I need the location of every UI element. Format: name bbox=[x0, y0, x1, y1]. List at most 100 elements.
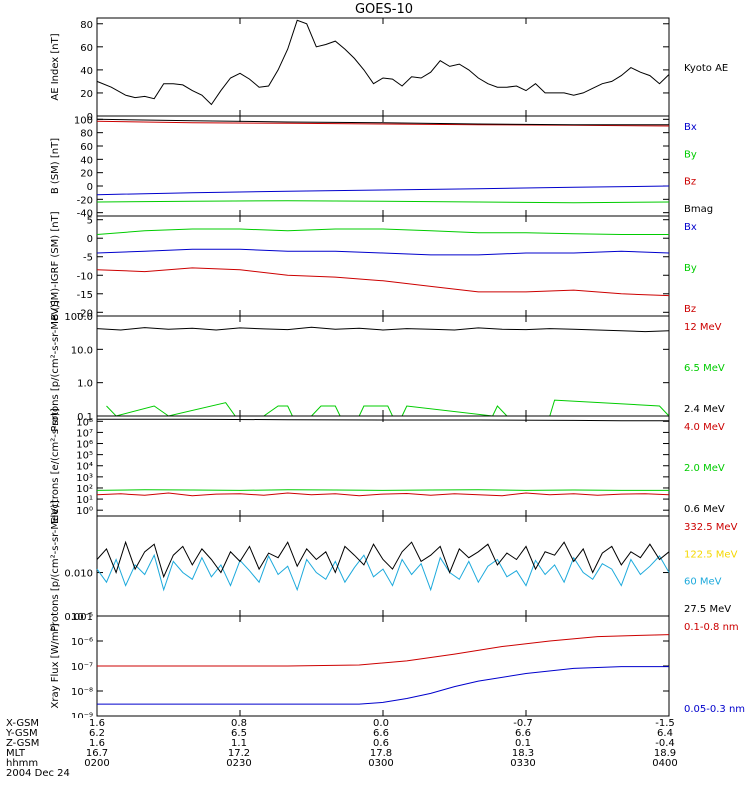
footer-label: X-GSM bbox=[6, 718, 40, 729]
y-tick-label: 10⁻⁸ bbox=[71, 687, 93, 698]
footer-row-z-gsm: Z-GSM 1.6 1.1 0.6 0.1 -0.4 bbox=[6, 738, 746, 750]
y-tick-label: 0.001 bbox=[64, 612, 93, 623]
footer-value: 6.5 bbox=[231, 728, 247, 739]
y-tick-label: 0 bbox=[87, 234, 93, 245]
y-tick-label: 80 bbox=[80, 129, 93, 140]
footer-value: 6.6 bbox=[515, 728, 531, 739]
ephemeris-footer: X-GSM 1.6 0.8 0.0 -0.7 -1.5 Y-GSM 6.2 6.… bbox=[6, 718, 746, 798]
footer-label: MLT bbox=[6, 748, 25, 759]
series-line-bz bbox=[96, 267, 670, 297]
footer-label: hhmm bbox=[6, 758, 39, 769]
series-line-2-4-mev bbox=[96, 326, 670, 333]
y-tick-label: 10⁷ bbox=[76, 428, 93, 439]
footer-value: 6.4 bbox=[657, 728, 673, 739]
series-line-by bbox=[96, 228, 669, 235]
footer-row-mlt: MLT 16.7 17.2 17.8 18.3 18.9 bbox=[6, 748, 746, 760]
legend-label: 4.0 MeV bbox=[684, 422, 725, 433]
y-axis-label: Electrons [e/(cm²-s-sr)] bbox=[50, 408, 61, 524]
footer-value: 1.1 bbox=[231, 738, 247, 749]
footer-value: 6.6 bbox=[373, 728, 389, 739]
legend-label: Bx bbox=[684, 122, 697, 133]
y-tick-label: 10⁻⁷ bbox=[71, 662, 93, 673]
series-line-0-05-0-3-nm bbox=[97, 666, 669, 705]
goes10-stacked-chart: GOES-10 0 20 40 60 80 AE Index [nT] Kyoto AE -4… bbox=[50, 2, 745, 718]
footer-value: 17.8 bbox=[369, 748, 393, 759]
panel-frame bbox=[96, 515, 670, 617]
y-tick-label: 40 bbox=[80, 66, 93, 77]
y-axis-label: Protons [p/(cm²-s-sr-MeV)] bbox=[50, 300, 61, 432]
footer-date: 2004 Dec 24 bbox=[6, 768, 70, 779]
y-tick-label: 0 bbox=[87, 112, 93, 123]
legend-label: 0.1-0.8 nm bbox=[684, 622, 739, 633]
legend-label: By bbox=[684, 263, 697, 274]
footer-row-x-gsm: X-GSM 1.6 0.8 0.0 -0.7 -1.5 bbox=[6, 718, 746, 730]
series-line-bz bbox=[96, 120, 670, 127]
y-tick-label: 10⁸ bbox=[76, 417, 93, 428]
series-line-60-mev bbox=[96, 553, 670, 592]
footer-value: 1.6 bbox=[89, 718, 105, 729]
series-line-bx bbox=[96, 185, 670, 196]
legend-label: 332.5 MeV bbox=[684, 522, 738, 533]
y-tick-label: 0.010 bbox=[64, 569, 93, 580]
footer-value: 18.9 bbox=[653, 748, 677, 759]
footer-value: 0.6 bbox=[373, 738, 389, 749]
y-axis-label: B (SM) [nT] bbox=[50, 138, 61, 194]
series-line-bx bbox=[96, 248, 670, 256]
footer-value: 0200 bbox=[84, 758, 110, 769]
legend-label: By bbox=[684, 149, 697, 160]
y-axis-label: AE Index [nT] bbox=[50, 33, 61, 100]
series-line-27-5-mev bbox=[96, 540, 670, 579]
y-tick-label: -40 bbox=[77, 209, 93, 220]
legend-label: 6.5 MeV bbox=[684, 363, 725, 374]
series-line-2-0-mev bbox=[96, 489, 669, 491]
y-tick-label: 10³ bbox=[76, 473, 93, 484]
y-tick-label: 0.1 bbox=[77, 412, 93, 423]
y-tick-label: -5 bbox=[83, 253, 93, 264]
y-tick-label: 10⁴ bbox=[76, 462, 93, 473]
footer-date-row: 2004 Dec 24 bbox=[6, 768, 746, 780]
footer-label: Z-GSM bbox=[6, 738, 40, 749]
y-tick-label: -15 bbox=[77, 290, 93, 301]
y-tick-label: -20 bbox=[77, 195, 93, 206]
series-line-0-6-mev bbox=[97, 418, 669, 422]
y-tick-label: 10¹ bbox=[76, 495, 93, 506]
y-axis-label: Xray Flux [W/m²] bbox=[50, 623, 61, 708]
legend-label: 0.05-0.3 nm bbox=[684, 704, 745, 715]
series-line-6-5-mev bbox=[106, 399, 670, 417]
legend-label: 2.0 MeV bbox=[684, 463, 725, 474]
legend-label: Bmag bbox=[684, 204, 713, 215]
y-tick-label: 10⁻⁶ bbox=[71, 637, 93, 648]
series-line-bmag bbox=[96, 118, 669, 126]
y-tick-label: 10⁵ bbox=[76, 451, 93, 462]
y-tick-label: 0 bbox=[87, 182, 93, 193]
footer-value: 0230 bbox=[226, 758, 252, 769]
legend-label: Bx bbox=[684, 222, 697, 233]
y-tick-label: 10.0 bbox=[71, 345, 93, 356]
y-tick-label: -20 bbox=[77, 308, 93, 319]
y-tick-label: 1.0 bbox=[77, 379, 93, 390]
footer-value: 0300 bbox=[368, 758, 394, 769]
y-tick-label: 40 bbox=[80, 155, 93, 166]
y-axis-label: Protons [p/(cm²-s-sr-MeV)] bbox=[50, 500, 61, 632]
footer-value: -1.5 bbox=[655, 718, 675, 729]
panel-frame bbox=[96, 215, 670, 317]
chart-title: GOES-10 bbox=[355, 2, 413, 17]
series-line-0-1-0-8-nm bbox=[97, 634, 670, 667]
footer-value: 18.3 bbox=[511, 748, 535, 759]
y-axis-label: B (SM)-IGRF (SM) [nT] bbox=[50, 211, 61, 320]
footer-row-y-gsm: Y-GSM 6.2 6.5 6.6 6.6 6.4 bbox=[6, 728, 746, 740]
footer-label: Y-GSM bbox=[6, 728, 38, 739]
series-line-by bbox=[96, 200, 670, 204]
legend-label: 27.5 MeV bbox=[684, 604, 731, 615]
footer-value: 0400 bbox=[652, 758, 678, 769]
y-tick-label: 5 bbox=[87, 216, 93, 227]
y-tick-label: 100 bbox=[74, 115, 93, 126]
series-line-4-0-mev bbox=[96, 492, 670, 497]
y-tick-label: 10⁻⁵ bbox=[71, 612, 93, 623]
footer-value: 0.8 bbox=[231, 718, 247, 729]
panel-frame bbox=[96, 315, 670, 417]
y-tick-label: 60 bbox=[80, 43, 93, 54]
panel-frame bbox=[96, 17, 670, 117]
y-tick-label: 10⁰ bbox=[76, 506, 93, 517]
legend-label: Kyoto AE bbox=[684, 63, 728, 74]
